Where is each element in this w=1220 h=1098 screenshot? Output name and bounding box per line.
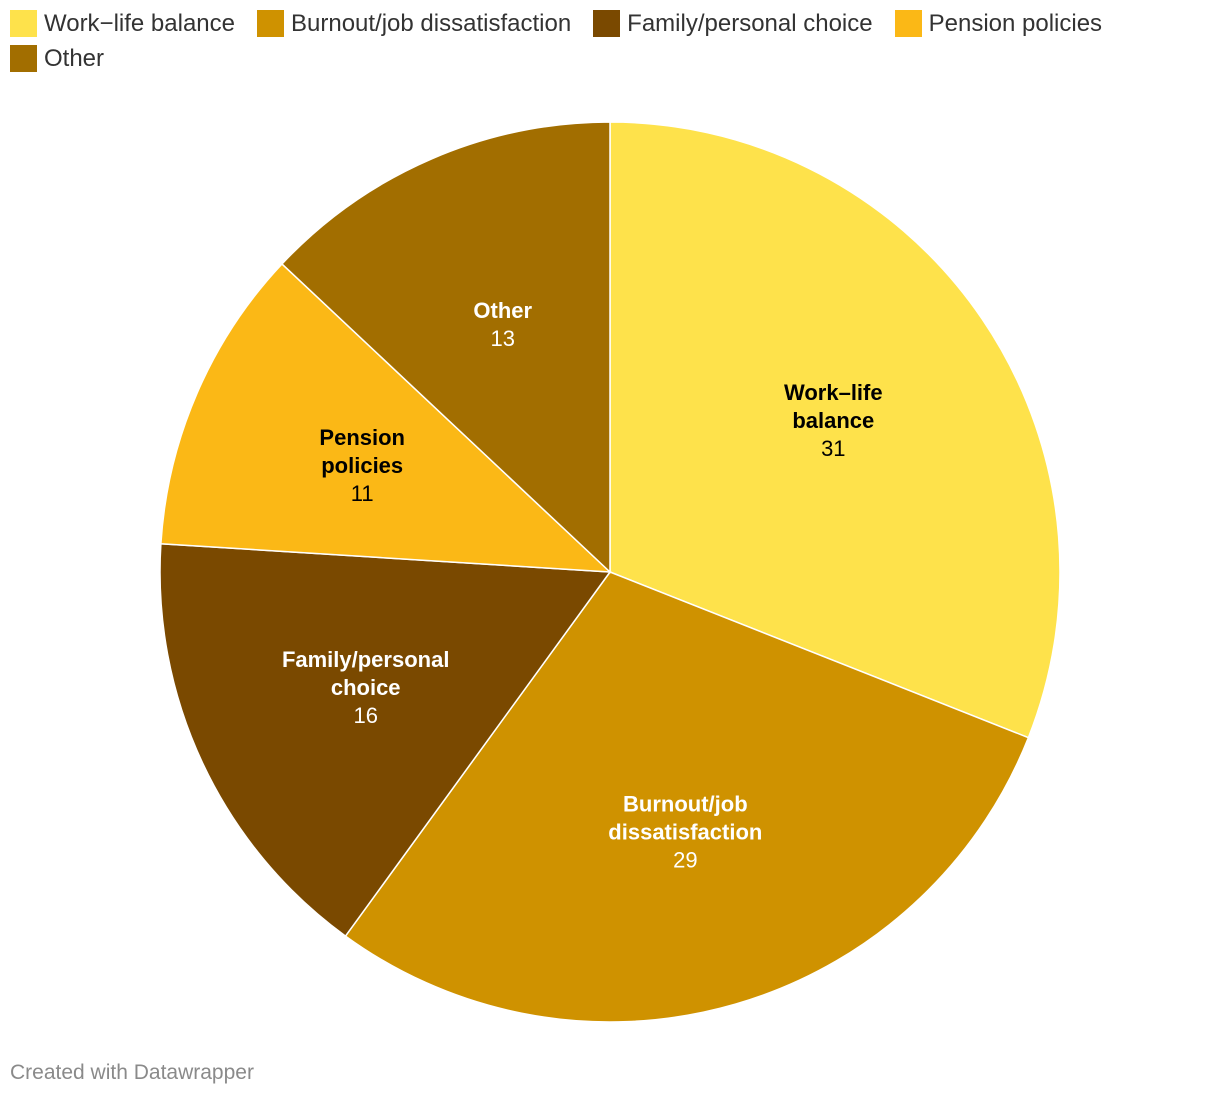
datawrapper-credit: Created with Datawrapper — [10, 1061, 254, 1084]
pie-slices — [159, 121, 1061, 1023]
legend-swatch — [894, 10, 922, 37]
legend-item-work-life-balance: Work−life balance — [10, 10, 235, 37]
slice-label-name: policies — [321, 453, 403, 478]
legend-label: Burnout/job dissatisfaction — [291, 9, 572, 37]
legend-swatch — [10, 10, 37, 37]
legend-item-burnout: Burnout/job dissatisfaction — [257, 10, 571, 37]
slice-label: Family/personal choice 16 — [282, 647, 450, 728]
legend-label: Pension policies — [928, 9, 1103, 37]
legend-swatch — [593, 10, 621, 37]
legend-item-other: Other — [10, 45, 104, 72]
legend-label: Family/personal choice — [627, 9, 873, 37]
slice-label: Other 13 — [473, 298, 532, 351]
slice-value-label: 16 — [353, 703, 377, 728]
legend-label: Other — [44, 44, 105, 72]
slice-label: Work–life balance 31 — [784, 380, 883, 461]
slice-label-name: Work–life — [784, 380, 883, 405]
slice-label-name: balance — [792, 408, 874, 433]
pie-slice — [159, 542, 612, 938]
slice-label-name: Burnout/job — [623, 791, 748, 816]
pie-slice — [160, 262, 613, 573]
pie-labels: Work–life balance 31 Burnout/job dissatisfac… — [282, 298, 883, 872]
slice-label: Pension policies 11 — [319, 425, 405, 506]
slice-value-label: 31 — [821, 436, 845, 461]
legend-item-family-personal-choice: Family/personal choice — [593, 9, 873, 37]
slice-label-name: dissatisfaction — [608, 819, 762, 844]
legend-item-pension-policies: Pension policies — [894, 9, 1103, 37]
slice-value-label: 11 — [351, 481, 374, 506]
legend-swatch — [257, 10, 284, 37]
pie-slice — [609, 121, 1061, 739]
slice-value-label: 13 — [491, 326, 515, 351]
legend-swatch — [10, 45, 37, 72]
chart-legend: Work−life balance Burnout/job dissatisfa… — [10, 10, 1190, 72]
legend-label: Work−life balance — [44, 9, 235, 37]
slice-label-name: Pension — [319, 425, 405, 450]
pie-slice — [280, 121, 611, 574]
slice-label: Burnout/job dissatisfaction 29 — [608, 791, 762, 872]
pie-slice — [344, 571, 1030, 1023]
slice-label-name: Other — [473, 298, 532, 323]
slice-label-name: choice — [331, 675, 401, 700]
slice-label-name: Family/personal — [282, 647, 450, 672]
slice-value-label: 29 — [673, 847, 697, 872]
